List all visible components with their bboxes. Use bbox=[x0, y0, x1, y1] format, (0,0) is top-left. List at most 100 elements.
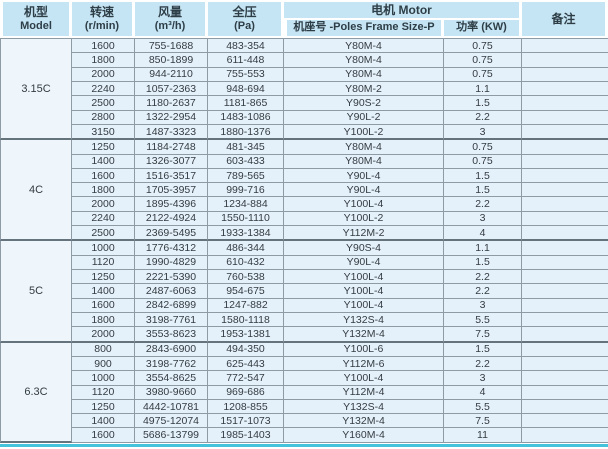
table-row: 3.15C 1600 755-1688 483-354 Y80M-4 0.75 bbox=[0, 38, 608, 141]
header-pressure-cn: 全压 bbox=[232, 4, 257, 19]
pressure-cell: 1953-1381 bbox=[208, 327, 284, 343]
table-row: 6.3C 800 2843-6900 494-350 Y100L-6 1.5 bbox=[0, 342, 608, 443]
speed-cell: 2000 bbox=[72, 197, 135, 212]
speed-cell: 1600 bbox=[72, 428, 135, 443]
pressure-cell: 625-443 bbox=[208, 356, 284, 372]
pressure-cell: 755-553 bbox=[208, 67, 284, 82]
airflow-cell: 1184-2748 bbox=[135, 140, 208, 155]
header-speed: 转速 (r/min) bbox=[72, 0, 135, 38]
remark-cell bbox=[522, 53, 608, 68]
frame-cell: Y90L-2 bbox=[284, 110, 444, 125]
power-cell: 11 bbox=[444, 428, 523, 443]
remark-cell bbox=[522, 399, 608, 415]
airflow-cell: 2843-6900 bbox=[135, 342, 208, 357]
table-row: 2240 1057-2363 948-694 Y80M-2 1.1 bbox=[0, 82, 608, 97]
remark-cell bbox=[522, 211, 608, 227]
airflow-cell: 755-1688 bbox=[135, 38, 208, 54]
airflow-cell: 1776-4312 bbox=[135, 241, 208, 256]
speed-cell: 1600 bbox=[72, 38, 135, 54]
remark-cell bbox=[522, 312, 608, 328]
power-cell: 1.1 bbox=[444, 241, 523, 256]
airflow-cell: 1057-2363 bbox=[135, 82, 208, 97]
speed-cell: 2500 bbox=[72, 226, 135, 242]
frame-cell: Y90S-4 bbox=[284, 241, 444, 256]
frame-cell: Y160M-4 bbox=[284, 428, 444, 443]
remark-cell bbox=[522, 270, 608, 285]
remark-cell bbox=[522, 67, 608, 82]
frame-cell: Y100L-4 bbox=[284, 197, 444, 212]
speed-cell: 900 bbox=[72, 356, 135, 372]
table-row: 1120 3980-9660 969-686 Y112M-4 4 bbox=[0, 385, 608, 400]
remark-cell bbox=[522, 110, 608, 125]
airflow-cell: 2221-5390 bbox=[135, 270, 208, 285]
power-cell: 5.5 bbox=[444, 399, 523, 415]
header-speed-unit: (r/min) bbox=[84, 19, 120, 32]
airflow-cell: 1322-2954 bbox=[135, 110, 208, 125]
frame-cell: Y90L-4 bbox=[284, 168, 444, 184]
speed-cell: 1800 bbox=[72, 183, 135, 198]
airflow-cell: 3198-7761 bbox=[135, 312, 208, 328]
airflow-cell: 3554-8625 bbox=[135, 371, 208, 386]
frame-cell: Y100L-4 bbox=[284, 298, 444, 313]
table-row: 2000 1895-4396 1234-884 Y100L-4 2.2 bbox=[0, 197, 608, 212]
power-cell: 2.2 bbox=[444, 197, 523, 212]
remark-cell bbox=[522, 371, 608, 386]
power-cell: 1.5 bbox=[444, 168, 523, 184]
model-cell: 5C bbox=[0, 241, 72, 343]
table-row: 1400 2487-6063 954-675 Y100L-4 2.2 bbox=[0, 284, 608, 299]
speed-cell: 800 bbox=[72, 342, 135, 357]
airflow-cell: 1516-3517 bbox=[135, 168, 208, 184]
remark-cell bbox=[522, 124, 608, 141]
speed-cell: 1250 bbox=[72, 140, 135, 155]
power-cell: 2.2 bbox=[444, 270, 523, 285]
power-cell: 1.1 bbox=[444, 82, 523, 97]
speed-cell: 1250 bbox=[72, 399, 135, 415]
power-cell: 0.75 bbox=[444, 67, 523, 82]
airflow-cell: 944-2110 bbox=[135, 67, 208, 82]
speed-cell: 1120 bbox=[72, 385, 135, 400]
frame-cell: Y80M-4 bbox=[284, 53, 444, 68]
pressure-cell: 1985-1403 bbox=[208, 428, 284, 443]
pressure-cell: 1517-1073 bbox=[208, 414, 284, 429]
power-cell: 3 bbox=[444, 211, 523, 227]
frame-cell: Y132M-4 bbox=[284, 327, 444, 343]
power-cell: 4 bbox=[444, 226, 523, 242]
remark-cell bbox=[522, 414, 608, 429]
remark-cell bbox=[522, 241, 608, 256]
remark-cell bbox=[522, 197, 608, 212]
table-row: 1400 1326-3077 603-433 Y80M-4 0.75 bbox=[0, 154, 608, 169]
power-cell: 2.2 bbox=[444, 110, 523, 125]
model-cell: 3.15C bbox=[0, 38, 72, 141]
model-cell: 4C bbox=[0, 140, 72, 242]
header-power: 功率 (KW) bbox=[444, 20, 523, 38]
speed-cell: 2000 bbox=[72, 327, 135, 343]
pressure-cell: 1234-884 bbox=[208, 197, 284, 212]
power-cell: 0.75 bbox=[444, 38, 523, 54]
speed-cell: 1600 bbox=[72, 168, 135, 184]
speed-cell: 1000 bbox=[72, 241, 135, 256]
power-cell: 0.75 bbox=[444, 154, 523, 169]
frame-cell: Y80M-4 bbox=[284, 38, 444, 54]
remark-cell bbox=[522, 96, 608, 111]
frame-cell: Y132S-4 bbox=[284, 312, 444, 328]
remark-cell bbox=[522, 140, 608, 155]
frame-cell: Y90L-4 bbox=[284, 183, 444, 198]
remark-cell bbox=[522, 298, 608, 313]
airflow-cell: 850-1899 bbox=[135, 53, 208, 68]
model-cell: 6.3C bbox=[0, 342, 72, 443]
speed-cell: 1400 bbox=[72, 414, 135, 429]
pressure-cell: 1208-855 bbox=[208, 399, 284, 415]
power-cell: 4 bbox=[444, 385, 523, 400]
power-cell: 0.75 bbox=[444, 140, 523, 155]
pressure-cell: 760-538 bbox=[208, 270, 284, 285]
airflow-cell: 5686-13799 bbox=[135, 428, 208, 443]
table-row: 900 3198-7762 625-443 Y112M-6 2.2 bbox=[0, 356, 608, 372]
frame-cell: Y90S-2 bbox=[284, 96, 444, 111]
power-cell: 7.5 bbox=[444, 327, 523, 343]
pressure-cell: 610-432 bbox=[208, 255, 284, 271]
frame-cell: Y112M-6 bbox=[284, 356, 444, 372]
frame-cell: Y100L-4 bbox=[284, 371, 444, 386]
pressure-cell: 789-565 bbox=[208, 168, 284, 184]
speed-cell: 2800 bbox=[72, 110, 135, 125]
